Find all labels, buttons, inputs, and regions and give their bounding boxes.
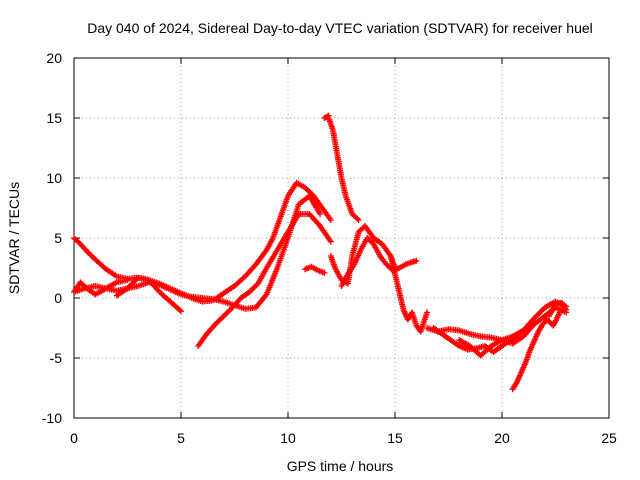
y-tick-label: 5 [54, 230, 62, 246]
data-point-marker [226, 307, 233, 314]
y-tick-label: 10 [46, 170, 62, 186]
data-point-marker [249, 286, 256, 293]
data-point-marker [220, 313, 227, 319]
data-point-marker [321, 269, 328, 276]
series-track-j [327, 223, 398, 287]
series-track-f [302, 263, 328, 276]
data-point-marker [124, 277, 131, 283]
data-point-marker [89, 253, 96, 260]
y-tick-label: 20 [46, 50, 62, 66]
series-track-e [71, 277, 131, 298]
data-point-marker [225, 308, 232, 315]
data-point-marker [539, 307, 546, 314]
data-point-marker [223, 310, 230, 317]
series-track-o [509, 309, 563, 393]
data-point-marker [304, 187, 311, 194]
data-point-marker [215, 318, 222, 325]
y-tick-label: -10 [42, 410, 62, 426]
y-tick-label: -5 [50, 350, 63, 366]
data-point-marker [325, 112, 332, 119]
x-tick-label: 10 [280, 430, 296, 446]
data-point-marker [216, 317, 223, 324]
data-point-marker [556, 309, 563, 316]
grid-lines [74, 58, 609, 418]
data-point-marker [327, 238, 334, 245]
chart-title: Day 040 of 2024, Sidereal Day-to-day VTE… [87, 20, 593, 36]
data-point-marker [355, 217, 362, 223]
data-point-marker [252, 283, 259, 290]
data-point-marker [88, 252, 95, 259]
data-point-marker [563, 307, 570, 313]
y-axis-label: SDTVAR / TECUs [6, 182, 22, 294]
data-point-marker [178, 308, 184, 315]
data-point-marker [327, 217, 334, 223]
data-point-marker [176, 307, 183, 313]
data-point-marker [217, 315, 224, 322]
series-track-h [321, 112, 332, 121]
data-point-marker [516, 331, 523, 337]
data-point-marker [125, 284, 132, 291]
series-track-g [325, 115, 362, 223]
y-tick-label: 15 [46, 110, 62, 126]
data-point-marker [532, 314, 539, 321]
data-point-marker [250, 284, 257, 291]
data-point-marker [86, 251, 93, 257]
data-point-marker [317, 211, 324, 217]
axis-ticks: 0 5 10 15 20 25 -10 -5 0 5 10 15 20 [42, 50, 617, 446]
x-tick-label: 20 [494, 430, 510, 446]
data-point-marker [222, 311, 229, 318]
data-point-marker [132, 277, 139, 284]
y-tick-label: 0 [54, 290, 62, 306]
series-track-k [387, 253, 431, 335]
x-tick-label: 25 [601, 430, 617, 446]
data-point-marker [424, 309, 431, 316]
x-tick-label: 15 [387, 430, 403, 446]
data-point-marker [413, 257, 420, 264]
series-track-d [195, 211, 334, 349]
data-points [71, 112, 570, 393]
series-track-p [546, 299, 570, 319]
data-point-marker [354, 215, 361, 222]
series-track-c [113, 274, 184, 315]
x-axis-label: GPS time / hours [287, 458, 394, 474]
data-point-marker [219, 314, 226, 321]
x-tick-label: 0 [70, 430, 78, 446]
x-tick-label: 5 [177, 430, 185, 446]
